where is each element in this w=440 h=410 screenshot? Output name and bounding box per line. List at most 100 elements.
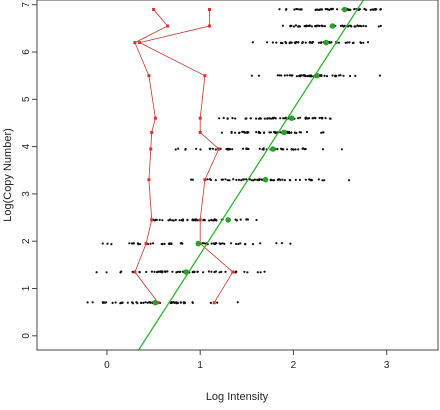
data-point — [351, 41, 354, 45]
data-point — [150, 270, 153, 273]
data-point — [283, 74, 286, 77]
data-point — [294, 148, 297, 151]
data-point — [159, 270, 162, 273]
spread-point — [153, 116, 157, 120]
data-point — [236, 301, 239, 304]
data-point — [210, 270, 213, 273]
data-point — [246, 271, 249, 274]
data-point — [304, 178, 307, 181]
data-point — [251, 41, 254, 44]
data-point — [253, 178, 256, 181]
x-axis-title: Log Intensity — [206, 391, 269, 403]
data-point — [155, 271, 159, 274]
data-point — [349, 24, 352, 27]
data-point — [161, 271, 164, 274]
data-point — [110, 243, 113, 246]
data-point — [138, 243, 142, 246]
data-point — [268, 131, 271, 134]
data-point — [132, 242, 135, 245]
data-point — [170, 242, 173, 245]
data-points-layer — [86, 7, 382, 305]
data-point — [255, 130, 258, 134]
data-point — [289, 179, 292, 182]
data-point — [176, 301, 179, 304]
data-point — [276, 74, 279, 77]
data-point — [218, 117, 221, 120]
data-point — [242, 178, 246, 181]
data-point — [237, 178, 241, 181]
data-point — [260, 178, 263, 181]
y-axis-title: Log(Copy Number) — [2, 128, 14, 222]
data-point — [372, 8, 375, 11]
data-point — [321, 8, 324, 11]
data-point — [303, 74, 306, 77]
data-point — [166, 270, 169, 273]
data-point — [224, 270, 227, 273]
data-point — [315, 25, 318, 28]
data-point — [250, 179, 253, 182]
data-point — [199, 148, 202, 151]
data-point — [184, 147, 187, 151]
data-point — [297, 117, 300, 120]
data-point — [295, 75, 298, 78]
data-point — [232, 178, 235, 181]
data-point — [211, 219, 214, 222]
data-point — [305, 130, 309, 134]
data-point — [114, 301, 117, 304]
data-point — [308, 117, 311, 120]
data-point — [314, 8, 317, 12]
data-point — [161, 219, 164, 222]
data-point — [286, 74, 289, 77]
data-point — [325, 75, 329, 78]
spread-point — [150, 218, 154, 222]
data-point — [104, 301, 108, 304]
data-point — [214, 148, 217, 151]
spread-point — [138, 41, 142, 45]
data-point — [360, 25, 363, 28]
data-point — [362, 24, 365, 27]
data-point — [95, 271, 98, 274]
data-point — [344, 41, 347, 45]
data-point — [191, 219, 194, 222]
data-point — [214, 179, 217, 182]
data-point — [145, 270, 148, 274]
data-point — [193, 218, 196, 221]
data-point — [136, 302, 139, 305]
data-point — [258, 117, 261, 120]
data-point — [130, 301, 134, 304]
overlay-lines-layer — [133, 0, 364, 351]
data-point — [319, 41, 322, 44]
data-point — [224, 178, 227, 181]
data-point — [284, 40, 287, 44]
spread-point — [203, 178, 207, 182]
data-point — [263, 117, 266, 120]
data-point — [203, 242, 206, 245]
data-point — [349, 74, 352, 78]
data-point — [173, 301, 176, 304]
y-tick-label: 0 — [21, 333, 32, 339]
data-point — [292, 25, 296, 28]
data-point — [249, 117, 252, 120]
data-point — [263, 131, 266, 134]
data-point — [318, 116, 321, 120]
data-point — [259, 271, 262, 274]
data-point — [379, 24, 382, 27]
data-point — [105, 271, 108, 274]
x-tick-label: 2 — [291, 360, 297, 371]
data-point — [243, 270, 246, 273]
data-point — [282, 148, 285, 151]
data-point — [210, 242, 213, 245]
data-point — [321, 116, 324, 120]
data-point — [290, 131, 293, 134]
y-tick-label: 1 — [21, 285, 32, 291]
x-tick-label: 0 — [104, 360, 110, 371]
data-point — [226, 179, 229, 182]
data-point — [258, 147, 261, 150]
data-point — [255, 117, 258, 120]
data-point — [321, 131, 325, 134]
spread-point — [198, 130, 202, 134]
data-point — [259, 131, 262, 135]
data-point — [130, 242, 134, 245]
data-point — [231, 117, 234, 120]
data-point — [323, 74, 326, 77]
